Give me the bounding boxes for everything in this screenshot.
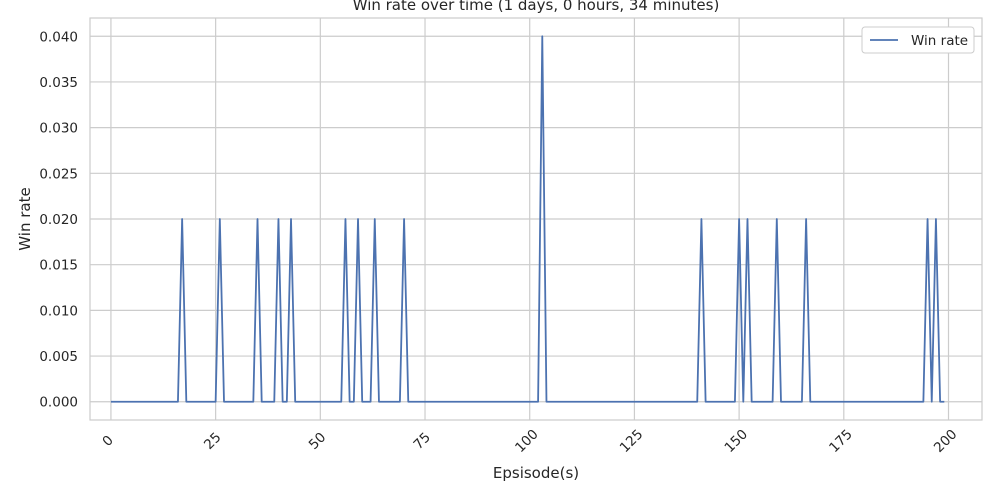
- legend-box: [861, 26, 975, 54]
- x-tick-labels: 0 25 50 75 100 125 150 175 200: [99, 426, 960, 456]
- legend-label: Win rate: [911, 33, 968, 49]
- chart-title: Win rate over time (1 days, 0 hours, 34 …: [353, 0, 720, 14]
- x-tick-label: 100: [512, 426, 542, 456]
- y-tick-label: 0.025: [39, 166, 78, 182]
- series-layer: [110, 35, 945, 403]
- y-tick-label: 0.020: [39, 212, 78, 228]
- y-tick-label: 0.040: [39, 29, 78, 45]
- y-tick-labels: 0.000 0.005 0.010 0.015 0.020 0.025 0.030 0.035…: [39, 29, 78, 410]
- y-tick-label: 0.030: [39, 121, 78, 137]
- y-tick-label: 0.000: [39, 395, 78, 411]
- x-tick-label: 175: [826, 426, 856, 456]
- x-tick-label: 150: [722, 426, 752, 456]
- x-axis-label: Epsisode(s): [493, 464, 579, 482]
- y-tick-label: 0.005: [39, 349, 78, 365]
- x-tick-label: 25: [201, 429, 224, 452]
- x-tick-label: 0: [99, 432, 116, 449]
- plot-frame: [89, 17, 983, 421]
- x-tick-label: 75: [410, 429, 433, 452]
- y-tick-label: 0.010: [39, 303, 78, 319]
- legend: Win rate: [861, 26, 975, 54]
- x-tick-label: 200: [931, 426, 961, 456]
- grid: [90, 18, 982, 420]
- y-axis-label: Win rate: [16, 187, 34, 250]
- y-tick-label: 0.015: [39, 258, 78, 274]
- win-rate-line: [110, 35, 945, 403]
- y-tick-label: 0.035: [39, 75, 78, 91]
- x-tick-label: 50: [306, 429, 329, 452]
- x-tick-label: 125: [617, 426, 647, 456]
